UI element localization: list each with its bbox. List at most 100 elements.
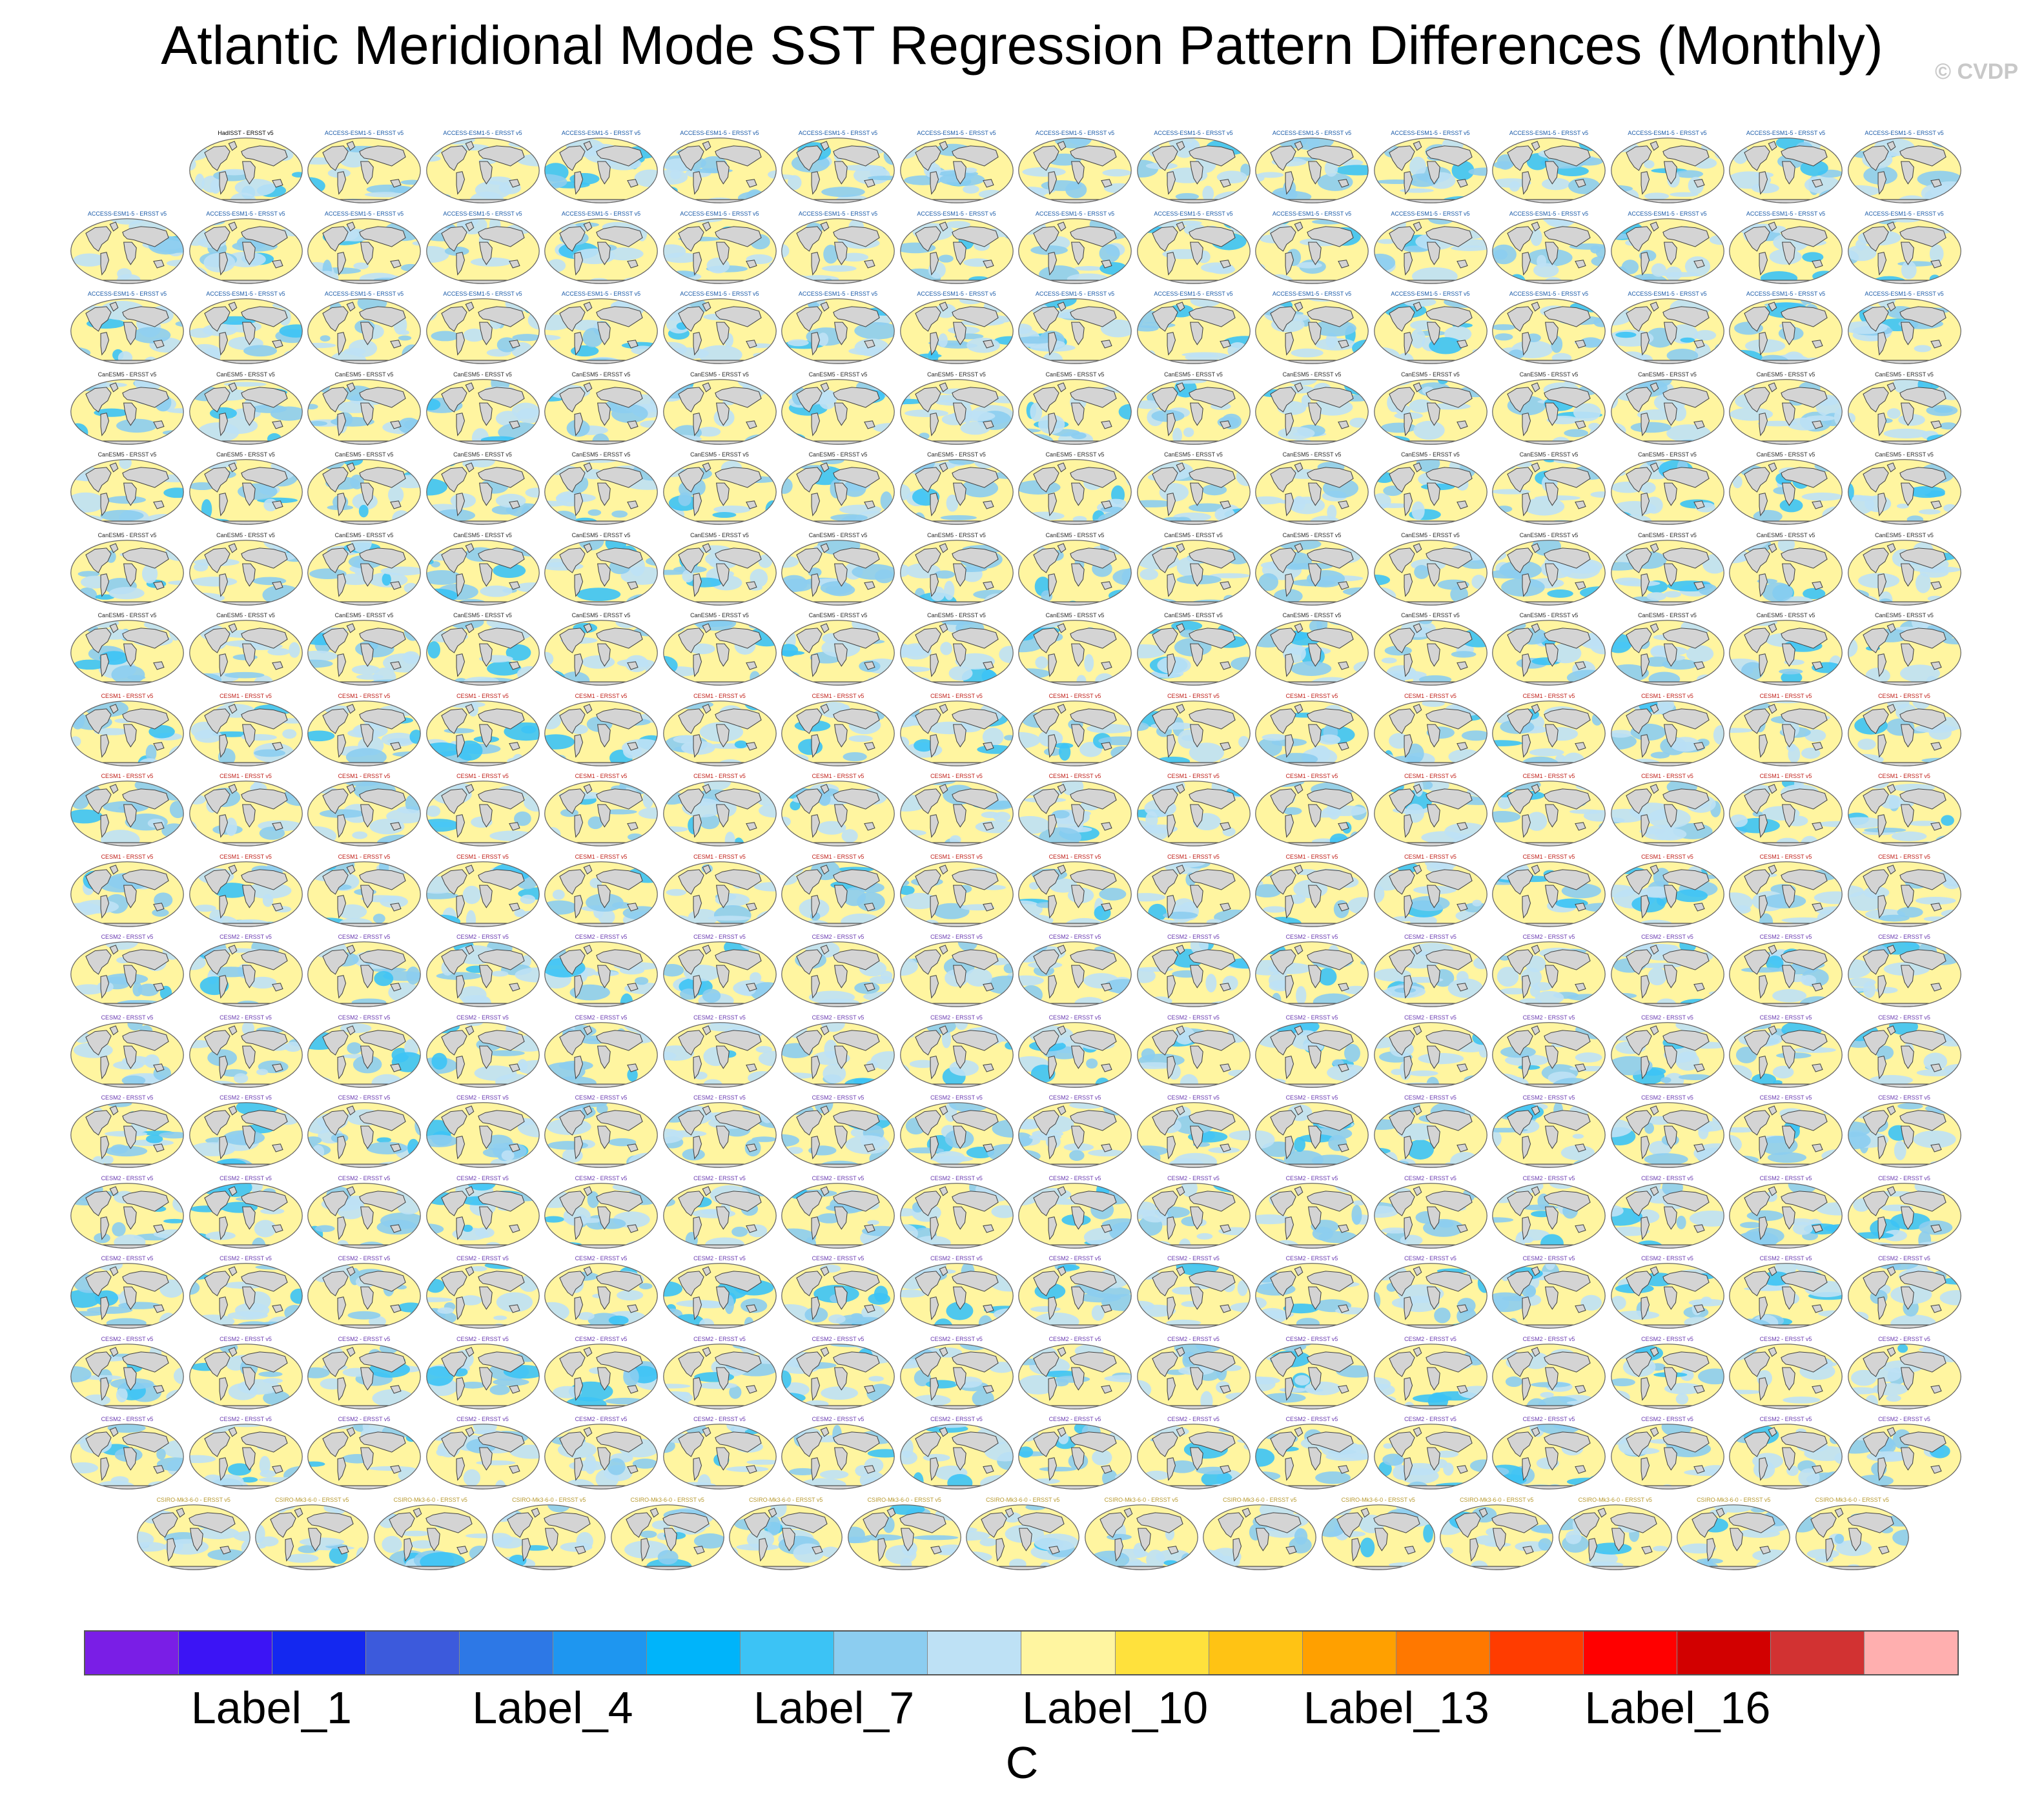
panel-title: CESM2 - ERSST v5 [1759, 1255, 1812, 1262]
panel-title: CanESM5 - ERSST v5 [927, 371, 986, 378]
page-title: Atlantic Meridional Mode SST Regression … [161, 15, 1883, 76]
map-panel: CESM2 - ERSST v5 [1373, 1174, 1488, 1251]
world-map [662, 1021, 777, 1088]
world-map [1255, 218, 1369, 284]
map-panel: CESM2 - ERSST v5 [1491, 1014, 1606, 1090]
panel-title: CESM1 - ERSST v5 [101, 773, 154, 779]
map-panel: CESM2 - ERSST v5 [1254, 1415, 1369, 1491]
world-map [1018, 861, 1132, 927]
world-map [1018, 1424, 1132, 1490]
panel-title: CanESM5 - ERSST v5 [1756, 451, 1815, 458]
panel-title: CESM2 - ERSST v5 [693, 934, 746, 940]
map-panel: CESM1 - ERSST v5 [1491, 692, 1606, 768]
panel-title: CanESM5 - ERSST v5 [1519, 531, 1579, 538]
panel-title: ACCESS-ESM1-5 - ERSST v5 [1628, 210, 1707, 217]
map-panel: CESM2 - ERSST v5 [1847, 1254, 1962, 1331]
map-panel: CESM2 - ERSST v5 [1017, 1335, 1132, 1411]
map-panel: CSIRO-Mk3-6-0 - ERSST v5 [728, 1496, 843, 1572]
panel-title: CESM2 - ERSST v5 [1522, 1255, 1575, 1262]
panel-title: ACCESS-ESM1-5 - ERSST v5 [798, 291, 878, 297]
world-map [189, 218, 303, 284]
world-map [425, 1182, 540, 1249]
map-panel: CESM2 - ERSST v5 [70, 1174, 185, 1251]
world-map [307, 781, 421, 846]
panel-title: CanESM5 - ERSST v5 [690, 451, 749, 458]
map-panel: CSIRO-Mk3-6-0 - ERSST v5 [1202, 1496, 1317, 1572]
panel-title: ACCESS-ESM1-5 - ERSST v5 [917, 210, 996, 217]
map-panel: CESM2 - ERSST v5 [189, 933, 303, 1009]
map-panel: CESM2 - ERSST v5 [1254, 1174, 1369, 1251]
world-map [425, 1343, 540, 1409]
world-map [1492, 1343, 1606, 1409]
panel-title: CanESM5 - ERSST v5 [453, 612, 512, 619]
panel-title: CESM2 - ERSST v5 [101, 1014, 154, 1021]
map-panel: CESM1 - ERSST v5 [307, 692, 422, 768]
world-map [729, 1504, 843, 1570]
world-map [781, 459, 895, 525]
map-panel: CESM1 - ERSST v5 [1847, 772, 1962, 848]
map-panel: CanESM5 - ERSST v5 [781, 611, 895, 688]
colorbar-swatch [1115, 1632, 1209, 1674]
world-map [1440, 1504, 1554, 1570]
map-panel: CESM1 - ERSST v5 [1728, 853, 1843, 929]
world-map [70, 218, 184, 284]
panel-title: CanESM5 - ERSST v5 [1875, 371, 1934, 378]
panel-title: CanESM5 - ERSST v5 [1045, 531, 1105, 538]
panel-title: CESM1 - ERSST v5 [1167, 853, 1220, 860]
world-map [1610, 539, 1724, 606]
world-map [1492, 1182, 1606, 1249]
world-map [1136, 138, 1251, 203]
panel-title: CESM2 - ERSST v5 [693, 1174, 746, 1182]
panel-title: CESM2 - ERSST v5 [101, 1174, 154, 1182]
world-map [544, 1182, 658, 1249]
panel-title: CESM2 - ERSST v5 [1878, 1094, 1930, 1101]
map-panel: ACCESS-ESM1-5 - ERSST v5 [307, 210, 422, 286]
panel-title: ACCESS-ESM1-5 - ERSST v5 [680, 130, 759, 136]
world-map [70, 1424, 184, 1490]
panel-title: CESM1 - ERSST v5 [1167, 773, 1220, 779]
panel-title: CanESM5 - ERSST v5 [690, 371, 749, 378]
map-panel: CanESM5 - ERSST v5 [1728, 451, 1843, 527]
map-panel: CanESM5 - ERSST v5 [425, 611, 540, 688]
world-map [966, 1504, 1080, 1570]
map-panel: CESM2 - ERSST v5 [1254, 1335, 1369, 1411]
panel-title: CESM1 - ERSST v5 [1048, 692, 1101, 699]
world-map [781, 1424, 895, 1490]
world-map [70, 1263, 184, 1329]
panel-title: CESM2 - ERSST v5 [812, 1335, 864, 1342]
panel-title: ACCESS-ESM1-5 - ERSST v5 [561, 130, 641, 136]
world-map [1255, 1182, 1369, 1249]
map-panel: ACCESS-ESM1-5 - ERSST v5 [189, 290, 303, 366]
world-map [492, 1504, 606, 1570]
map-panel: CESM2 - ERSST v5 [781, 933, 895, 1009]
map-panel: CESM2 - ERSST v5 [70, 1014, 185, 1090]
world-map [1373, 298, 1487, 364]
map-panel: CESM2 - ERSST v5 [1373, 1254, 1488, 1331]
map-panel: CESM2 - ERSST v5 [662, 1335, 777, 1411]
world-map [662, 138, 777, 203]
panel-title: CESM2 - ERSST v5 [1167, 1416, 1220, 1422]
panel-title: CESM2 - ERSST v5 [693, 1014, 746, 1021]
map-panel: CESM2 - ERSST v5 [1136, 1254, 1251, 1331]
world-map [1136, 861, 1251, 927]
map-panel: ACCESS-ESM1-5 - ERSST v5 [307, 129, 422, 205]
panel-title: CESM2 - ERSST v5 [101, 1416, 154, 1422]
world-map [1373, 1343, 1487, 1409]
map-panel: ACCESS-ESM1-5 - ERSST v5 [70, 210, 185, 286]
world-map [1492, 941, 1606, 1007]
map-panel: CESM1 - ERSST v5 [544, 692, 659, 768]
panel-title: CESM2 - ERSST v5 [1167, 1094, 1220, 1101]
map-panel: ACCESS-ESM1-5 - ERSST v5 [1373, 210, 1488, 286]
map-panel: CESM2 - ERSST v5 [781, 1335, 895, 1411]
world-map [1610, 700, 1724, 766]
panel-title: CESM1 - ERSST v5 [575, 692, 628, 699]
map-panel: CESM2 - ERSST v5 [781, 1415, 895, 1491]
world-map [1847, 298, 1961, 364]
world-map [1729, 459, 1843, 525]
map-panel: CESM2 - ERSST v5 [1491, 1335, 1606, 1411]
map-panel: CanESM5 - ERSST v5 [1254, 451, 1369, 527]
world-map [1136, 1182, 1251, 1249]
world-map [189, 941, 303, 1007]
panel-title: CESM1 - ERSST v5 [101, 692, 154, 699]
panel-title: CESM2 - ERSST v5 [1048, 934, 1101, 940]
